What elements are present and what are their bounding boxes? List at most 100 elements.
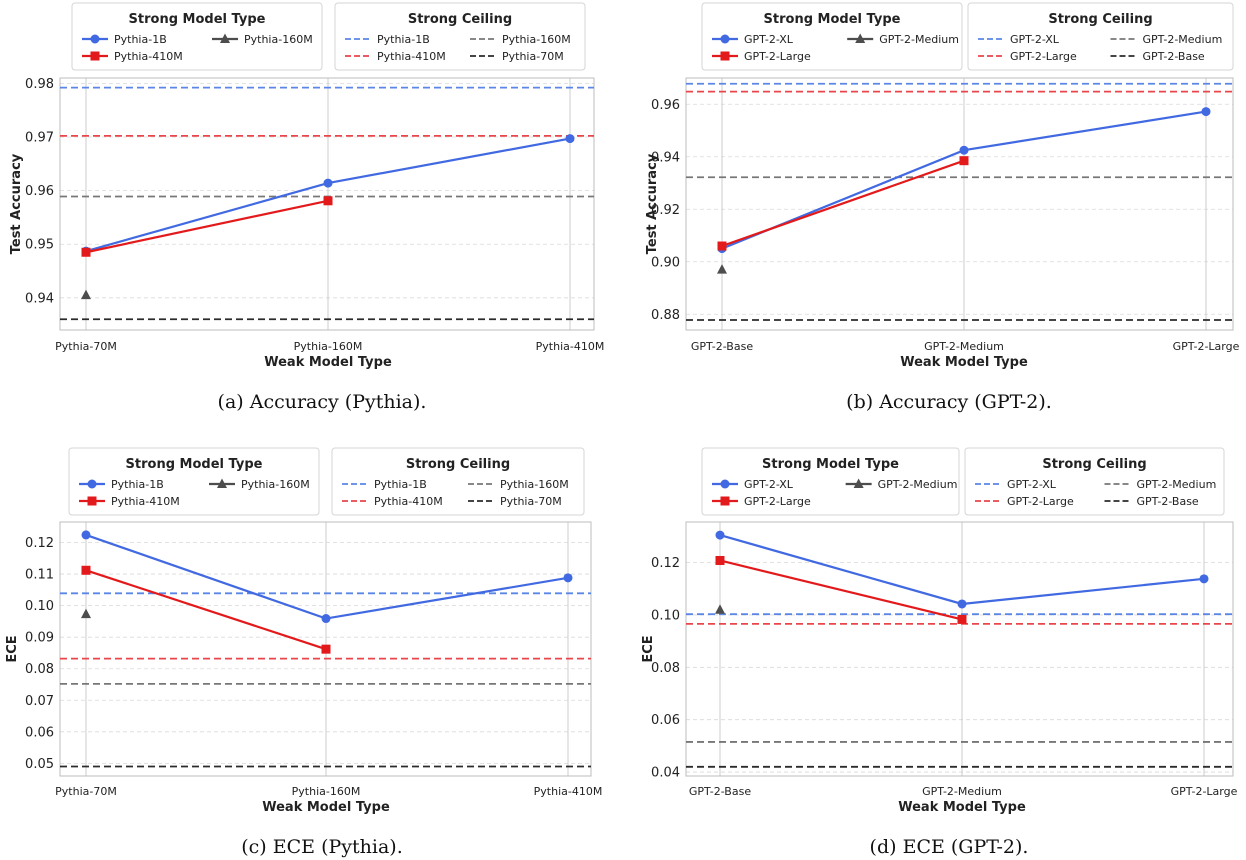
legend-box — [334, 2, 586, 71]
legend-entry: GPT-2-Medium — [1143, 33, 1223, 46]
legend-title: Strong Model Type — [762, 457, 899, 472]
data-point — [323, 178, 333, 188]
series-line — [85, 199, 329, 254]
x-axis-label: Weak Model Type — [900, 355, 1028, 370]
y-tick-label: 0.96 — [25, 184, 54, 199]
legend-title: Strong Model Type — [129, 12, 266, 27]
legend-title: Strong Ceiling — [408, 12, 512, 27]
y-tick-label: 0.08 — [25, 662, 54, 677]
y-tick-label: 0.94 — [651, 150, 680, 165]
data-point — [957, 599, 967, 609]
y-tick-label: 0.10 — [651, 608, 680, 623]
chart-panel-2: 0.05 0.06 0.07 0.08 0.09 0.10 0.11 0.12 Pythia-7… — [5, 447, 603, 858]
y-tick-label: 0.96 — [651, 98, 680, 113]
legend-entry: GPT-2-Medium — [1137, 478, 1217, 491]
x-tick-label: Pythia-410M — [534, 785, 603, 798]
legend-marker — [720, 496, 730, 506]
legend-entry: Pythia-410M — [374, 495, 443, 508]
data-point — [81, 247, 91, 257]
legend-box — [68, 447, 320, 516]
data-point — [321, 644, 331, 654]
legend-title: Strong Ceiling — [406, 457, 510, 472]
legend-entry: Pythia-1B — [377, 33, 430, 46]
legend-box — [701, 2, 963, 71]
y-axis-label: ECE — [641, 635, 656, 662]
y-tick-label: 0.11 — [25, 568, 54, 583]
legend-entry: GPT-2-Large — [744, 495, 811, 508]
y-axis-label: Test Accuracy — [9, 153, 24, 254]
legend-entry: Pythia-160M — [502, 33, 571, 46]
y-tick-label: 0.97 — [25, 130, 54, 145]
data-point — [957, 614, 967, 624]
legend-title: Strong Model Type — [126, 457, 263, 472]
plot-frame — [685, 521, 1234, 777]
chart-panel-3: 0.04 0.06 0.08 0.10 0.12 GPT-2-Base GPT-2-Medi… — [641, 447, 1238, 858]
legend-marker — [720, 34, 730, 44]
x-tick-label: GPT-2-Base — [691, 340, 753, 353]
legend-marker — [220, 33, 230, 43]
legend-entry: Pythia-160M — [500, 478, 569, 491]
data-point — [321, 614, 331, 624]
y-tick-label: 0.06 — [25, 725, 54, 740]
data-point — [717, 264, 727, 274]
legend-marker — [853, 478, 864, 488]
legend-box — [331, 447, 585, 516]
y-tick-label: 0.88 — [651, 308, 680, 323]
y-tick-label: 0.95 — [25, 238, 54, 253]
y-tick-label: 0.05 — [25, 757, 54, 772]
legend-marker — [87, 496, 97, 506]
legend-box — [964, 447, 1225, 516]
x-tick-label: Pythia-160M — [294, 340, 363, 353]
legend-marker — [90, 34, 100, 44]
plot-frame — [59, 77, 595, 331]
legend-entry: GPT-2-XL — [1007, 478, 1057, 491]
series-line — [721, 159, 965, 248]
x-tick-label: GPT-2-Medium — [924, 340, 1004, 353]
legend-entry: GPT-2-Base — [1137, 495, 1199, 508]
legend-entry: Pythia-410M — [377, 50, 446, 63]
y-tick-label: 0.10 — [25, 599, 54, 614]
y-tick-label: 0.04 — [651, 766, 680, 781]
y-tick-label: 0.90 — [651, 255, 680, 270]
data-point — [81, 608, 91, 619]
data-point — [81, 565, 91, 575]
data-point — [715, 604, 725, 614]
legend-entry: GPT-2-Base — [1143, 50, 1205, 63]
legend-box — [967, 2, 1234, 71]
y-tick-label: 0.07 — [25, 694, 54, 709]
y-tick-label: 0.12 — [25, 536, 54, 551]
x-tick-label: Pythia-70M — [55, 785, 117, 798]
legend-entry: Pythia-160M — [241, 478, 310, 491]
legend-entry: GPT-2-Medium — [878, 478, 958, 491]
legend-entry: GPT-2-XL — [744, 478, 794, 491]
legend-marker — [720, 479, 730, 489]
series-line — [719, 559, 963, 621]
x-tick-label: GPT-2-Large — [1171, 785, 1238, 798]
data-point — [81, 530, 91, 540]
legend-box — [71, 2, 323, 71]
x-tick-label: GPT-2-Medium — [922, 785, 1002, 798]
legend-entry: GPT-2-Large — [1007, 495, 1074, 508]
x-tick-label: Pythia-410M — [536, 340, 605, 353]
data-point — [323, 196, 333, 206]
legend-marker — [855, 33, 866, 43]
data-point — [959, 156, 969, 166]
data-point — [959, 145, 969, 155]
legend-marker — [720, 51, 730, 61]
data-point — [715, 530, 725, 540]
legend-entry: GPT-2-Large — [744, 50, 811, 63]
legend-marker — [87, 479, 97, 489]
chart-panel-1: 0.88 0.90 0.92 0.94 0.96 GPT-2-Base GPT-2-Medi… — [645, 2, 1240, 413]
y-tick-label: 0.98 — [25, 77, 54, 92]
figure-caption: (a) Accuracy (Pythia). — [218, 391, 427, 413]
y-axis-label: Test Accuracy — [645, 153, 660, 254]
legend-entry: Pythia-70M — [500, 495, 562, 508]
legend-title: Strong Ceiling — [1042, 457, 1146, 472]
legend-entry: Pythia-70M — [502, 50, 564, 63]
plot-frame — [59, 521, 592, 777]
legend-entry: Pythia-1B — [111, 478, 164, 491]
y-tick-label: 0.09 — [25, 631, 54, 646]
x-axis-label: Weak Model Type — [262, 800, 390, 815]
legend-marker — [217, 478, 227, 488]
